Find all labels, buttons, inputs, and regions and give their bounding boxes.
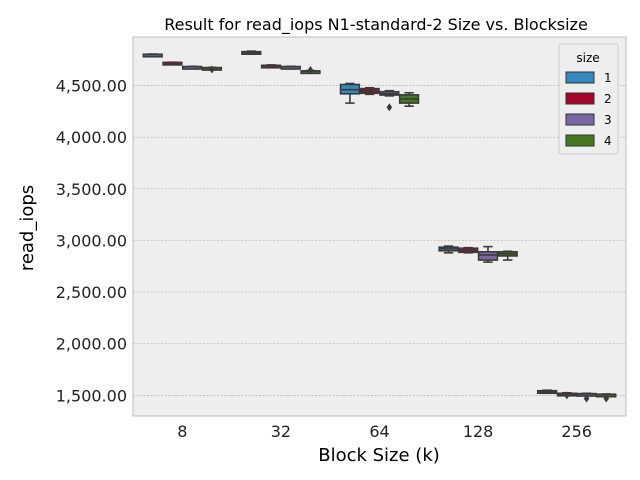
box-4-128 (497, 250, 518, 261)
box-3-32 (280, 65, 301, 70)
y-tick-label: 2,000.00 (56, 335, 127, 354)
y-tick-label: 3,000.00 (56, 231, 127, 250)
box-4-8 (201, 65, 223, 74)
x-tick-labels: 8 32 64 128 256 (177, 422, 592, 441)
y-tick-label: 2,500.00 (56, 283, 127, 302)
box-3-8 (181, 65, 203, 70)
box-4-32 (300, 66, 321, 75)
box-body (477, 251, 499, 261)
x-axis-label: Block Size (k) (318, 445, 440, 466)
legend-title: size (576, 51, 599, 65)
y-gridlines (133, 85, 626, 396)
legend-label-3: 3 (604, 113, 612, 127)
legend-swatch-4 (565, 134, 595, 147)
legend-label-4: 4 (604, 134, 612, 148)
x-tick-label: 32 (271, 422, 291, 441)
box-1-128 (438, 245, 459, 254)
legend-label-1: 1 (604, 71, 612, 85)
box-4-256 (596, 393, 617, 403)
outlier-point (583, 394, 590, 403)
plot-frame (132, 36, 627, 417)
y-tick-label: 1,500.00 (56, 386, 127, 405)
y-tick-label: 4,000.00 (56, 128, 127, 147)
box-1-32 (241, 50, 262, 55)
legend: size 1 2 3 4 (558, 43, 619, 155)
x-tick-label: 64 (369, 422, 389, 441)
box-2-64 (359, 87, 380, 96)
outlier-point (603, 394, 610, 403)
y-tick-labels: 1,500.00 2,000.00 2,500.00 3,000.00 3,500.00… (56, 77, 127, 406)
box-3-128 (477, 245, 499, 263)
box-1-256 (536, 389, 558, 395)
x-tick-label: 8 (177, 422, 187, 441)
y-tick-label: 4,500.00 (56, 77, 127, 96)
box-3-64 (379, 89, 400, 112)
outlier-point (209, 65, 215, 74)
outlier-point (307, 66, 314, 75)
box-2-256 (556, 391, 578, 400)
plot-area (133, 37, 626, 416)
box-1-64 (339, 82, 361, 104)
outlier-point (386, 103, 393, 112)
y-axis-label: read_iops (17, 185, 38, 271)
x-tick-label: 128 (463, 422, 494, 441)
box-2-128 (458, 246, 479, 254)
box-2-8 (162, 61, 183, 66)
legend-swatch-2 (565, 92, 595, 105)
box-4-64 (398, 91, 420, 107)
legend-swatch-1 (565, 71, 595, 84)
box-3-256 (576, 392, 597, 403)
y-tick-label: 3,500.00 (56, 180, 127, 199)
legend-label-2: 2 (604, 92, 612, 106)
box-1-8 (142, 53, 163, 58)
chart-title: Result for read_iops N1-standard-2 Size … (164, 15, 588, 35)
x-tick-label: 256 (561, 422, 592, 441)
outlier-point (564, 391, 570, 400)
legend-swatch-3 (565, 113, 595, 126)
box-2-32 (260, 64, 282, 69)
box-series (142, 50, 617, 403)
